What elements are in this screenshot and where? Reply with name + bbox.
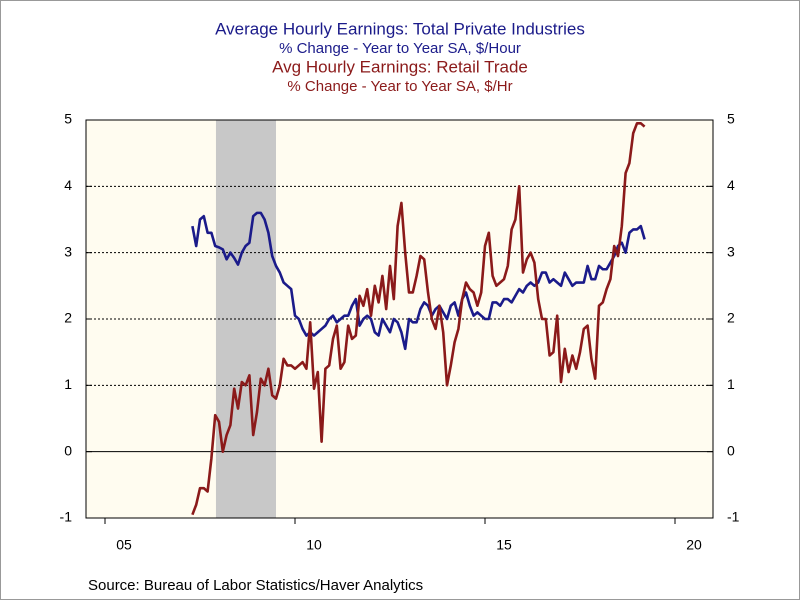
y-tick-label: 2: [64, 310, 72, 326]
x-tick-label: 10: [306, 537, 322, 553]
y-tick-label: -1: [60, 509, 73, 525]
y2-tick-label: 3: [727, 243, 735, 259]
x-tick-label: 20: [686, 537, 702, 553]
y2-tick-label: 4: [727, 177, 735, 193]
y2-tick-label: 1: [727, 376, 735, 392]
y-tick-label: 5: [64, 111, 72, 127]
chart-title: % Change - Year to Year SA, $/Hour: [279, 40, 521, 57]
x-tick-label: 05: [116, 537, 132, 553]
plot-border: [85, 119, 714, 519]
chart-title: Average Hourly Earnings: Total Private I…: [215, 19, 585, 38]
series-line: [191, 122, 646, 516]
y-tick-label: 1: [64, 376, 72, 392]
y2-tick-label: 5: [727, 111, 735, 127]
y-tick-label: 3: [64, 243, 72, 259]
source: Source: Bureau of Labor Statistics/Haver…: [88, 577, 423, 594]
y2-tick-label: -1: [727, 509, 740, 525]
y-tick-label: 4: [64, 177, 72, 193]
y-tick-label: 0: [64, 442, 72, 458]
series-line: [191, 211, 646, 351]
y2-tick-label: 2: [727, 310, 735, 326]
x-tick-label: 15: [496, 537, 512, 553]
y2-tick-label: 0: [727, 442, 735, 458]
chart-title: Avg Hourly Earnings: Retail Trade: [272, 57, 528, 76]
chart-title: % Change - Year to Year SA, $/Hr: [287, 78, 512, 95]
